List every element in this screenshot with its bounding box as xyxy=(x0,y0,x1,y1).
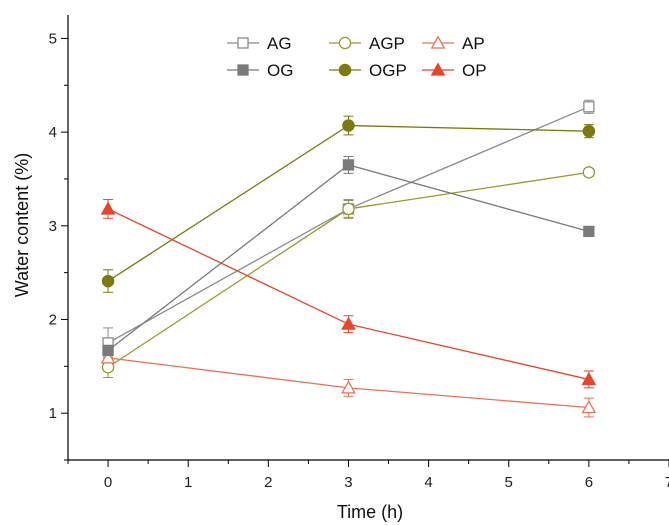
point-og xyxy=(102,344,114,357)
series-line-ag xyxy=(107,106,590,344)
legend-label-ag: AG xyxy=(267,34,292,53)
error-bars xyxy=(103,99,594,418)
legend-marker-agp xyxy=(338,36,352,50)
legend-label-op: OP xyxy=(462,61,487,80)
point-ap xyxy=(100,350,116,364)
legend-marker-ag xyxy=(237,37,249,49)
x-tick-label: 4 xyxy=(424,474,432,491)
point-agp xyxy=(582,166,596,179)
legend-marker-ogp xyxy=(338,63,352,77)
point-op xyxy=(581,371,597,386)
legend-marker-op xyxy=(430,62,446,76)
x-tick-label: 7 xyxy=(665,474,669,491)
y-tick-label: 3 xyxy=(49,218,57,235)
point-ogp xyxy=(582,124,596,138)
y-tick-label: 1 xyxy=(49,405,57,422)
point-ogp xyxy=(342,119,355,132)
point-ag xyxy=(583,101,595,113)
y-tick-label: 4 xyxy=(49,124,57,141)
point-ap xyxy=(341,380,356,394)
point-og xyxy=(342,159,355,171)
y-tick-label: 5 xyxy=(49,30,57,47)
axes: 0 1 2 3 4 5 6 7 1 2 3 4 5 xyxy=(49,15,669,491)
point-op xyxy=(100,201,116,215)
x-tick-label: 2 xyxy=(264,474,272,491)
x-tick-label: 5 xyxy=(505,474,513,491)
x-axis-title: Time (h) xyxy=(337,502,403,522)
point-agp xyxy=(342,202,355,216)
point-ogp xyxy=(101,274,115,288)
legend-label-agp: AGP xyxy=(369,34,405,53)
series-lines xyxy=(107,106,590,409)
point-op xyxy=(341,316,356,330)
point-og xyxy=(583,225,595,238)
x-tick-label: 3 xyxy=(344,474,352,491)
legend: AG AGP AP OG OGP OP xyxy=(227,34,487,80)
legend-marker-ap xyxy=(430,35,446,49)
point-ap xyxy=(581,399,597,414)
data-markers xyxy=(100,101,597,414)
legend-label-ogp: OGP xyxy=(369,61,407,80)
legend-label-og: OG xyxy=(267,61,293,80)
legend-marker-og xyxy=(237,64,249,76)
x-tick-label: 0 xyxy=(104,474,112,491)
y-axis-title: Water content (%) xyxy=(12,153,32,297)
legend-label-ap: AP xyxy=(462,34,485,53)
x-tick-label: 1 xyxy=(184,474,192,491)
x-tick-label: 6 xyxy=(585,474,593,491)
y-tick-label: 2 xyxy=(49,311,57,328)
